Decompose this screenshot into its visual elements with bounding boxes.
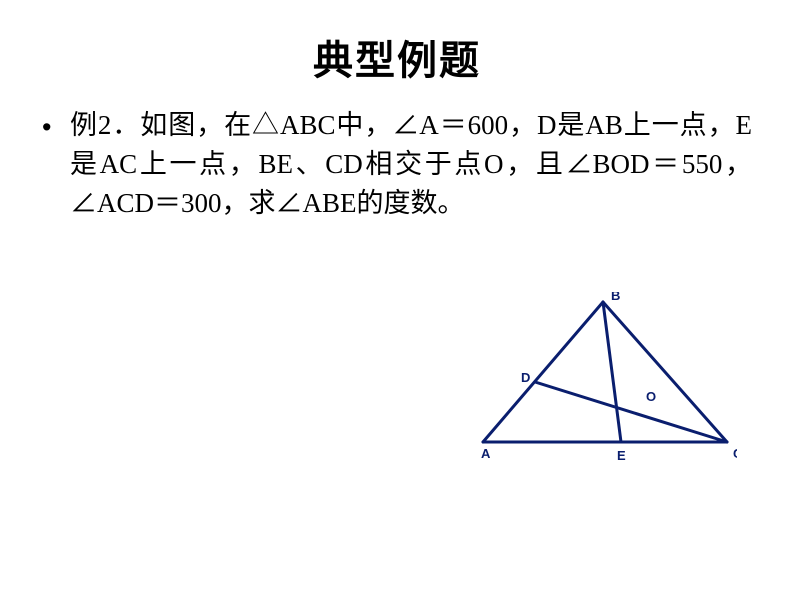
triangle-diagram: A B C D E O	[473, 292, 737, 469]
edge-D-C	[535, 382, 727, 442]
page-title: 典型例题	[0, 0, 794, 86]
bullet-marker: •	[42, 106, 70, 149]
edge-B-E	[603, 302, 621, 442]
point-label-A: A	[481, 446, 491, 461]
edge-B-C	[603, 302, 727, 442]
point-label-E: E	[617, 448, 626, 463]
bullet-item: • 例2．如图，在△ABC中，∠A＝600，D是AB上一点，E是AC上一点，BE…	[42, 106, 752, 223]
problem-text: 例2．如图，在△ABC中，∠A＝600，D是AB上一点，E是AC上一点，BE、C…	[70, 106, 752, 223]
point-label-C: C	[733, 446, 737, 461]
point-label-D: D	[521, 370, 530, 385]
point-label-O: O	[646, 389, 656, 404]
content-area: • 例2．如图，在△ABC中，∠A＝600，D是AB上一点，E是AC上一点，BE…	[0, 86, 794, 223]
diagram-svg: A B C D E O	[473, 292, 737, 464]
edge-A-B	[483, 302, 603, 442]
point-label-B: B	[611, 292, 620, 303]
